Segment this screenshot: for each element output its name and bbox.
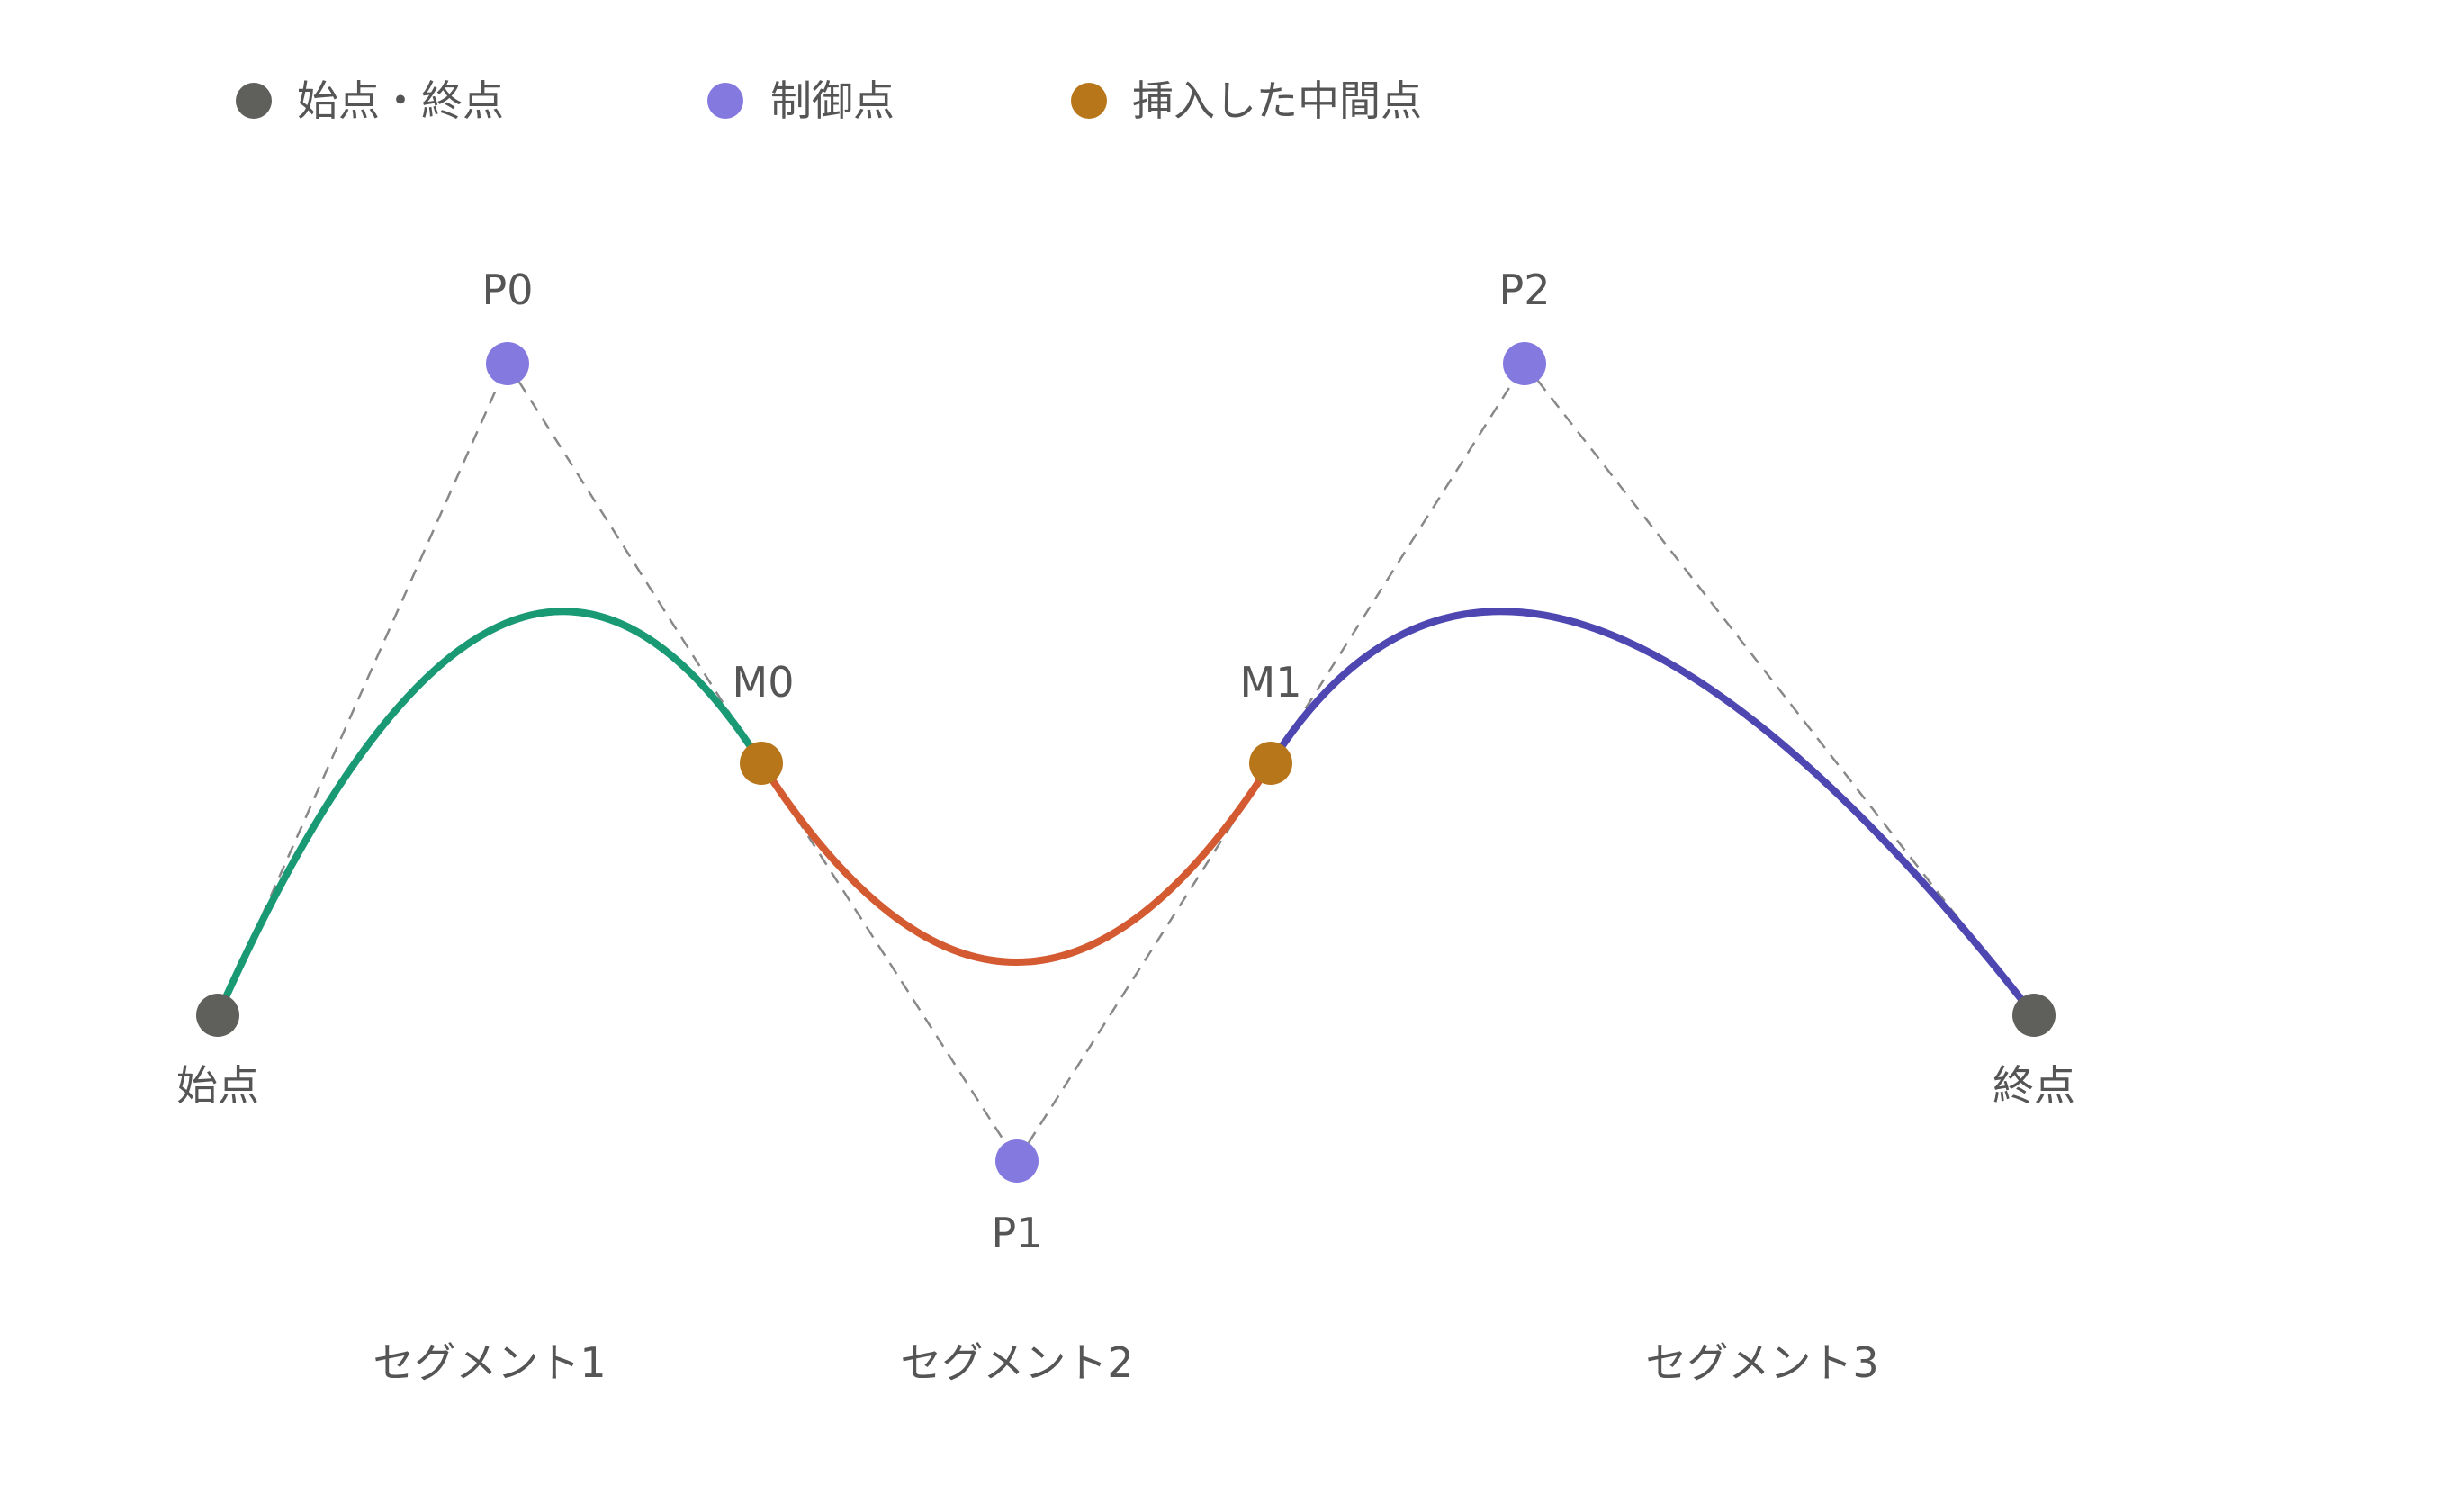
segment-1-curve	[214, 608, 765, 1019]
segment-2-curve	[758, 760, 1274, 966]
legend-endpoint-label: 始点・終点	[297, 76, 504, 125]
guide-m0-p1	[760, 762, 1019, 1162]
point-end	[2012, 994, 2056, 1037]
legend-endpoint-swatch	[236, 83, 272, 119]
curve-segments	[214, 608, 2038, 1019]
label-p1: P1	[991, 1209, 1042, 1257]
segment-1-label: セグメント1	[373, 1338, 606, 1387]
guide-p0-m0	[506, 363, 763, 764]
legend-midpoint-label: 挿入した中間点	[1132, 76, 1422, 125]
points	[196, 342, 2056, 1183]
label-end: 終点	[1993, 1061, 2075, 1110]
label-p2: P2	[1498, 266, 1550, 314]
point-p0	[486, 342, 529, 385]
segment-3-label: セグメント3	[1645, 1338, 1878, 1387]
guide-m1-p2	[1269, 363, 1526, 764]
segment-labels: セグメント1 セグメント2 セグメント3	[373, 1338, 1878, 1387]
point-p2	[1503, 342, 1546, 385]
point-start	[196, 994, 239, 1037]
point-m0	[740, 742, 783, 785]
control-polygon	[216, 363, 2035, 1162]
legend-control-swatch	[707, 83, 743, 119]
point-m1	[1249, 742, 1292, 785]
label-m1: M1	[1240, 658, 1302, 706]
legend: 始点・終点 制御点 挿入した中間点	[236, 76, 1422, 125]
guide-p2-end	[1524, 363, 2035, 1016]
segment-2-label: セグメント2	[900, 1338, 1133, 1387]
legend-control-label: 制御点	[770, 76, 895, 125]
label-p0: P0	[482, 266, 533, 314]
label-start: 始点	[176, 1061, 259, 1110]
label-m0: M0	[733, 658, 795, 706]
segment-3-curve	[1267, 608, 2038, 1019]
point-p1	[995, 1139, 1039, 1183]
legend-midpoint-swatch	[1071, 83, 1107, 119]
point-labels: P0 P2 M0 M1 始点 終点 P1	[176, 266, 2075, 1257]
